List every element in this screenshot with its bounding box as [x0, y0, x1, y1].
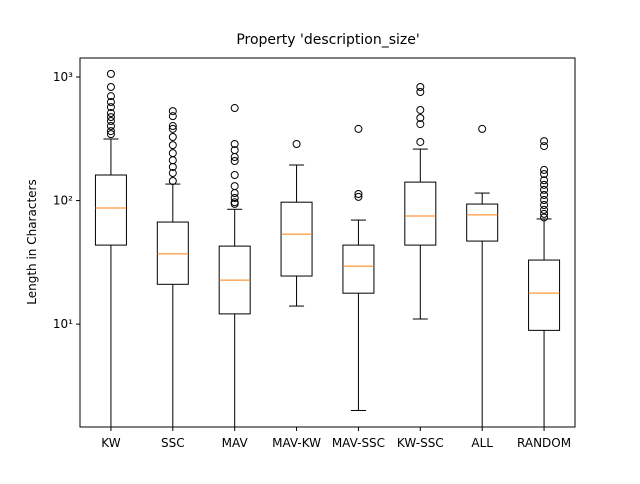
outlier [230, 104, 239, 113]
outlier [168, 169, 177, 178]
chart-title: Property 'description_size' [236, 32, 419, 48]
outlier [168, 124, 177, 133]
outlier [230, 171, 239, 180]
outlier [292, 139, 301, 148]
x-tick-label: KW [101, 436, 120, 450]
outlier [540, 201, 549, 210]
outlier [416, 105, 425, 114]
x-tick-label: MAV [222, 436, 249, 450]
outlier [354, 192, 363, 201]
box [528, 259, 561, 331]
outlier [106, 130, 115, 139]
outlier [354, 124, 363, 133]
x-tick-label: KW-SSC [397, 436, 444, 450]
outlier [106, 122, 115, 131]
y-tick-label: 10³ [53, 70, 73, 84]
box [466, 203, 499, 242]
outlier [168, 141, 177, 150]
outlier [230, 193, 239, 202]
outlier [540, 209, 549, 218]
x-tick-label: MAV-KW [272, 436, 321, 450]
outlier [106, 117, 115, 126]
outlier [230, 153, 239, 162]
outlier [540, 165, 549, 174]
outlier [540, 170, 549, 179]
outlier [106, 103, 115, 112]
outlier [540, 213, 549, 222]
outlier [416, 88, 425, 97]
outlier [168, 122, 177, 131]
plot-area [94, 69, 561, 427]
outlier [416, 113, 425, 122]
x-tick-label: MAV-SSC [332, 436, 385, 450]
box [156, 221, 189, 285]
outlier [416, 120, 425, 129]
outlier [168, 176, 177, 185]
outlier [540, 190, 549, 199]
outlier [540, 142, 549, 151]
outlier [230, 139, 239, 148]
outlier [106, 69, 115, 78]
outlier [540, 176, 549, 185]
y-axis-label: Length in Characters [25, 179, 39, 304]
axes-frame [79, 57, 576, 428]
outlier [230, 157, 239, 166]
x-tick-label: SSC [161, 436, 185, 450]
outlier [168, 107, 177, 116]
outlier [540, 137, 549, 146]
outlier [106, 83, 115, 92]
outlier [540, 205, 549, 214]
outlier [168, 132, 177, 141]
outlier [106, 92, 115, 101]
box [404, 181, 437, 246]
outlier [478, 124, 487, 133]
box [342, 244, 375, 294]
outlier [230, 199, 239, 208]
outlier [230, 189, 239, 198]
y-tick-label: 10¹ [53, 317, 73, 331]
outlier [416, 137, 425, 146]
outlier [168, 162, 177, 171]
outlier [168, 112, 177, 121]
x-tick-label: RANDOM [517, 436, 571, 450]
box [94, 174, 127, 246]
y-tick-label: 10² [53, 194, 73, 208]
outlier [540, 185, 549, 194]
x-tick-label: ALL [471, 436, 493, 450]
box [280, 201, 313, 277]
outlier [106, 113, 115, 122]
outlier [416, 83, 425, 92]
outlier [106, 109, 115, 118]
outlier [540, 180, 549, 189]
outlier [540, 196, 549, 205]
outlier [354, 190, 363, 199]
outlier [106, 98, 115, 107]
outlier [106, 127, 115, 136]
